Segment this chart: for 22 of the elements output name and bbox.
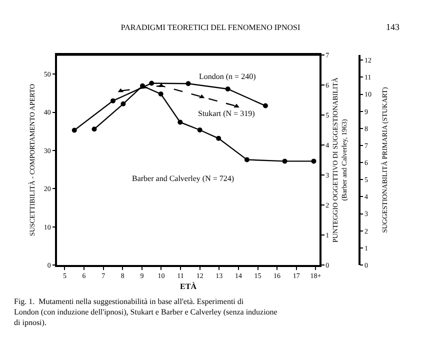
caption: Fig. 1. Mutamenti nella suggestionabilità in base all'età. Esperimenti di London (con induzione dell'ipnosi), Stukart e Barber e Calverley (senza induzione di ipnosi).: [14, 297, 278, 327]
text: Barber and Calverley (N = 724): [132, 174, 234, 183]
point: [186, 81, 191, 86]
point: [120, 101, 126, 106]
point: [158, 92, 164, 96]
point: [262, 103, 268, 108]
point: [72, 128, 77, 133]
point: [244, 157, 250, 162]
point: [149, 80, 154, 86]
point: [197, 128, 202, 132]
point: [311, 158, 316, 164]
point: [282, 158, 288, 164]
x-axis-title: ETÀ: [180, 282, 197, 291]
point: [225, 86, 230, 92]
chart-title: PARADIGMI TEORETICI DEL FENOMENO IPNOSI: [120, 22, 300, 32]
point: [178, 120, 183, 125]
point: [216, 136, 222, 141]
point: [110, 98, 116, 104]
text: 143: [386, 22, 400, 32]
point: [92, 126, 97, 132]
series-label: London (n = 240): [199, 72, 256, 81]
series-label: Stukart (N = 319): [198, 109, 256, 118]
